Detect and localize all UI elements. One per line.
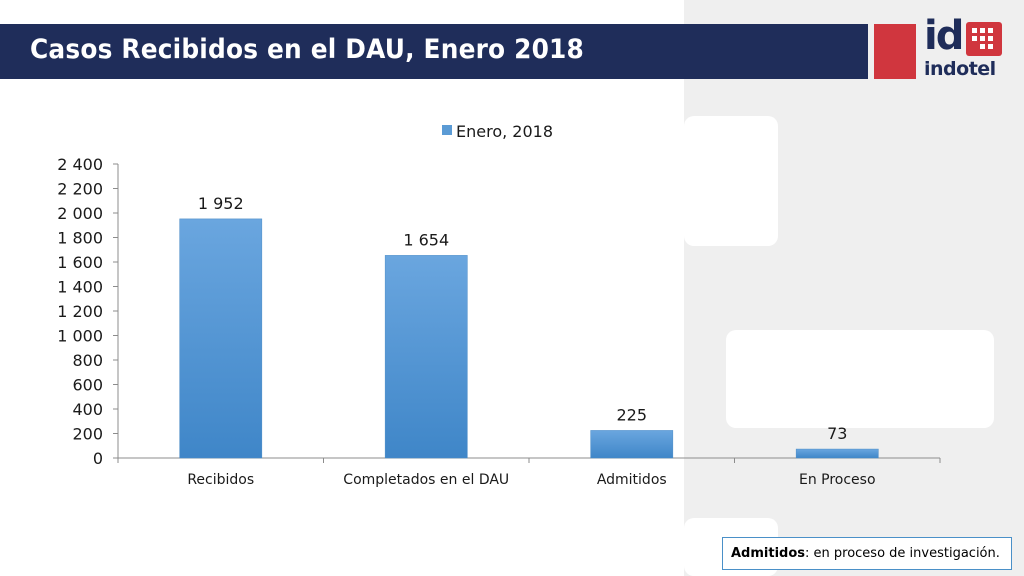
bars [179,218,879,459]
footnote-term: Admitidos [731,546,806,561]
y-tick-label: 2 200 [57,180,103,199]
background-cutout-right [726,330,994,428]
x-tick-label: Admitidos [597,472,667,488]
y-tick-label: 200 [72,425,103,444]
y-axis: 0 200 400 600 800 1 000 1 200 1 400 1 600 1 800 2 … [57,155,119,468]
legend-swatch [442,125,452,135]
bar [179,218,263,459]
title-bar [0,24,868,79]
data-labels: 1 952 1 654 225 73 [198,194,848,443]
y-tick-label: 1 800 [57,229,103,248]
footnote-definition: : en proceso de investigación. [805,546,1000,561]
x-tick-label: Recibidos [187,472,254,488]
y-tick-label: 800 [72,351,103,370]
y-tick-label: 1 000 [57,327,103,346]
background-panel [684,0,1024,576]
chart-legend: Enero, 2018 [442,122,553,141]
data-label: 73 [827,424,847,443]
x-axis: Recibidos Completados en el DAU Admitidos E… [117,457,941,488]
background-cutout-top [684,116,778,246]
logo-name: indotel [924,58,996,80]
x-tick-label: Completados en el DAU [343,472,509,488]
y-tick-label: 400 [72,400,103,419]
y-tick-label: 600 [72,376,103,395]
data-label: 1 654 [403,230,449,249]
y-tick-label: 1 200 [57,302,103,321]
y-tick-label: 0 [93,449,103,468]
y-tick-label: 1 600 [57,253,103,272]
logo-mark: id [924,13,964,59]
bar [384,255,468,459]
y-tick-label: 1 400 [57,278,103,297]
y-tick-label: 2 400 [57,155,103,174]
footnote-box: Admitidos: en proceso de investigación. [722,537,1012,570]
y-tick-label: 2 000 [57,204,103,223]
logo-grid-icon [966,22,1002,56]
legend-label: Enero, 2018 [456,122,553,141]
logo-accent-block [874,24,916,79]
slide-title: Casos Recibidos en el DAU, Enero 2018 [30,34,584,65]
bar [590,430,674,459]
bar [795,448,879,459]
x-tick-label: En Proceso [799,472,876,488]
data-label: 225 [616,405,647,424]
data-label: 1 952 [198,194,244,213]
